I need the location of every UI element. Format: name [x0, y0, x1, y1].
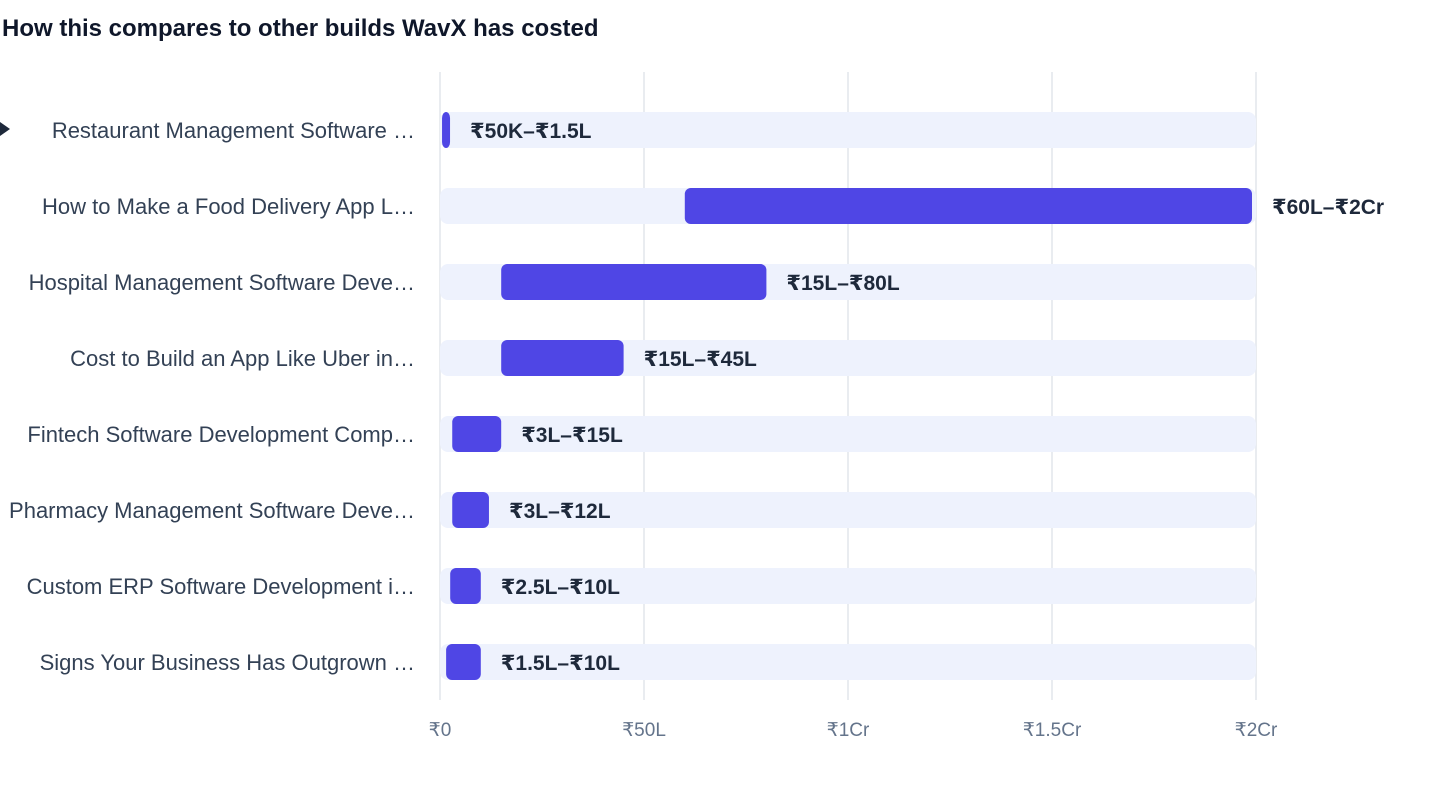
category-label: Signs Your Business Has Outgrown … — [40, 650, 415, 675]
range-bar — [442, 112, 451, 148]
range-bar — [452, 416, 502, 452]
x-tick-label: ₹1.5Cr — [1023, 720, 1082, 741]
current-build-marker — [0, 122, 10, 136]
range-value-label: ₹3L–₹12L — [509, 500, 611, 523]
bar-track — [440, 416, 1256, 452]
range-value-labels: ₹50K–₹1.5L ₹60L–₹2Cr ₹15L–₹80L ₹15L–₹45L ₹3L… — [470, 120, 1384, 675]
range-bars — [442, 112, 1252, 680]
current-marker-icon — [0, 122, 10, 136]
range-value-label: ₹50K–₹1.5L — [470, 120, 592, 143]
bar-track — [440, 112, 1256, 148]
category-label: Fintech Software Development Comp… — [27, 422, 415, 447]
x-tick-label: ₹50L — [622, 720, 666, 741]
range-bar — [450, 568, 481, 604]
bar-track — [440, 340, 1256, 376]
category-label: Cost to Build an App Like Uber in… — [70, 346, 415, 371]
range-bar — [501, 340, 624, 376]
category-label: Custom ERP Software Development i… — [27, 574, 415, 599]
x-tick-label: ₹1Cr — [827, 720, 870, 741]
category-label: Restaurant Management Software … — [52, 118, 415, 143]
range-bar — [452, 492, 489, 528]
range-bar — [501, 264, 767, 300]
range-value-label: ₹1.5L–₹10L — [501, 652, 620, 675]
range-value-label: ₹15L–₹80L — [786, 272, 899, 295]
range-value-label: ₹15L–₹45L — [644, 348, 757, 371]
x-tick-label: ₹0 — [429, 720, 452, 741]
range-bar — [684, 188, 1252, 224]
range-value-label: ₹2.5L–₹10L — [501, 576, 620, 599]
category-label: Hospital Management Software Deve… — [29, 270, 415, 295]
category-labels: Restaurant Management Software … How to M… — [9, 118, 415, 675]
grid-lines — [439, 72, 1257, 700]
category-label: Pharmacy Management Software Deve… — [9, 498, 415, 523]
x-axis-tick-labels: ₹0 ₹50L ₹1Cr ₹1.5Cr ₹2Cr — [429, 720, 1278, 741]
range-value-label: ₹3L–₹15L — [521, 424, 623, 447]
range-value-label: ₹60L–₹2Cr — [1272, 196, 1384, 219]
x-tick-label: ₹2Cr — [1235, 720, 1278, 741]
bar-track — [440, 492, 1256, 528]
bar-track — [440, 644, 1256, 680]
range-bar — [446, 644, 481, 680]
category-label: How to Make a Food Delivery App L… — [42, 194, 415, 219]
chart-title: How this compares to other builds WavX h… — [2, 15, 599, 42]
bar-track — [440, 568, 1256, 604]
